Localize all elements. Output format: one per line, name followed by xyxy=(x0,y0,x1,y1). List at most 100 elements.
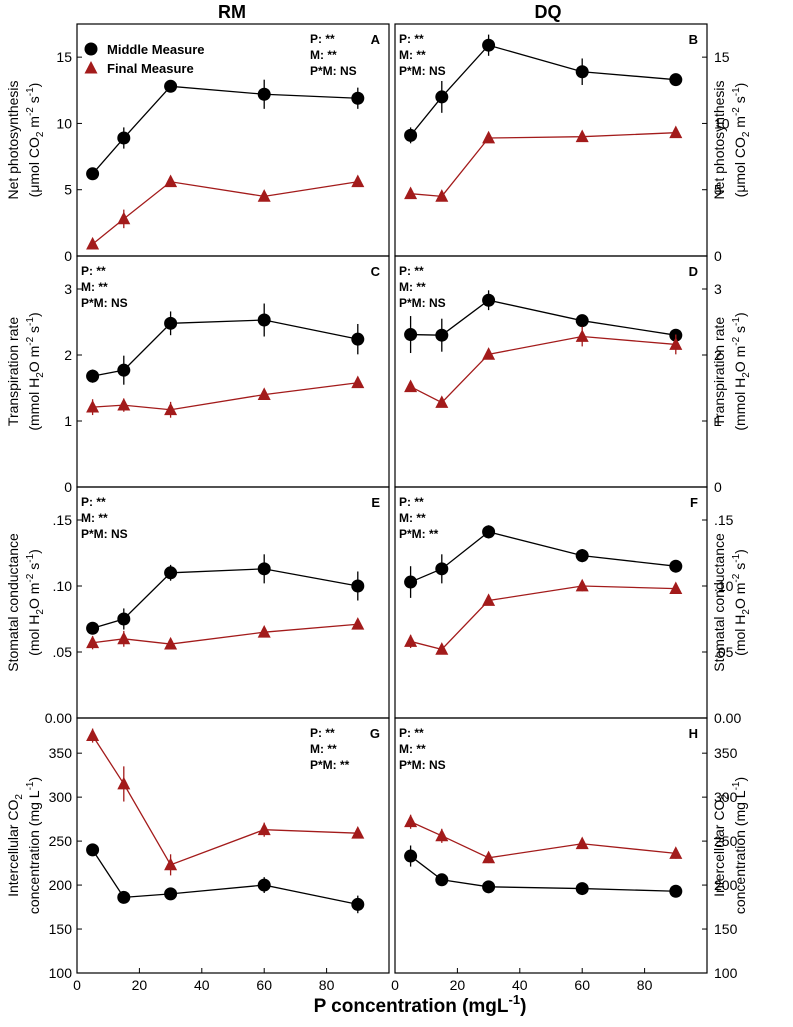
legend-label: Middle Measure xyxy=(107,42,205,57)
panel-frame xyxy=(394,486,708,719)
y-tick-label: 10 xyxy=(56,115,72,131)
series-line xyxy=(92,623,358,645)
x-tick-label: 40 xyxy=(512,977,528,993)
data-point-middle xyxy=(117,890,131,904)
data-point-final xyxy=(435,828,449,842)
data-point-middle xyxy=(117,612,131,626)
data-point-final xyxy=(482,593,496,606)
panel-h: 100 150 200 250 300 350 0 20 40 60 80 H P: ** M: ** P*… xyxy=(391,717,748,993)
stats-line: P*M: NS xyxy=(399,296,446,310)
y-tick-label: 15 xyxy=(714,49,730,65)
series-line xyxy=(410,335,676,404)
panel-c: 0 1 2 3 C P: ** M: ** P*M: NS Transpiration rate… xyxy=(5,255,390,495)
data-point-middle xyxy=(86,167,100,181)
stats-line: M: ** xyxy=(310,742,337,756)
stats-line: P*M: ** xyxy=(399,527,439,541)
y-tick-label: .05 xyxy=(714,644,734,660)
legend-label: Final Measure xyxy=(107,61,194,76)
stats-line: M: ** xyxy=(310,48,337,62)
data-point-final xyxy=(575,129,589,143)
y-axis-title-line2: (mmol H2O m-2 s-1) xyxy=(25,312,46,430)
y-tick-label: 0.00 xyxy=(714,710,741,726)
data-point-middle xyxy=(404,128,418,142)
y-tick-label: 0.00 xyxy=(45,710,72,726)
x-tick-label: 0 xyxy=(73,977,81,993)
stats-line: P: ** xyxy=(310,726,335,740)
y-tick-label: 300 xyxy=(714,789,738,805)
panel-e: 0.00 .05 .10 .15 E P: ** M: ** P*M: NS Stomatal … xyxy=(5,486,390,726)
data-point-middle xyxy=(575,314,589,328)
data-point-middle xyxy=(435,90,449,104)
y-tick-label: 100 xyxy=(49,965,73,981)
data-point-final xyxy=(86,399,100,413)
legend: Middle Measure Final Measure xyxy=(84,42,205,76)
y-axis-title-line2: concentration (mg L-1) xyxy=(731,777,748,914)
x-tick-label: 80 xyxy=(637,977,653,993)
y-tick-label: 200 xyxy=(714,877,738,893)
x-tick-label: 40 xyxy=(194,977,210,993)
y-tick-label: .10 xyxy=(53,578,73,594)
data-point-final xyxy=(482,130,496,144)
data-point-final xyxy=(164,174,178,188)
stats-line: P*M: NS xyxy=(399,758,446,772)
data-point-middle xyxy=(86,369,100,383)
y-tick-label: .15 xyxy=(714,512,734,528)
y-tick-label: 250 xyxy=(49,833,73,849)
x-tick-label: 20 xyxy=(132,977,148,993)
panel-f: 0.00 .05 .10 .15 F P: ** M: ** P*M: ** Stomatal … xyxy=(394,486,752,726)
data-point-final xyxy=(86,635,100,649)
data-point-final xyxy=(351,375,365,389)
stats-line: P: ** xyxy=(310,32,335,46)
data-point-middle xyxy=(351,579,365,593)
series-line xyxy=(410,44,676,136)
y-axis-title-line2: (μmol CO2 m-2 s-1) xyxy=(25,83,46,198)
data-point-final xyxy=(164,857,178,871)
y-axis-title-line2: (mmol H2O m-2 s-1) xyxy=(731,312,752,430)
panel-g: 100 150 200 250 300 350 0 20 40 60 80 G P: ** M: ** P*… xyxy=(5,717,390,993)
y-axis-title-line1: Intercellular CO2 xyxy=(711,794,731,897)
data-point-final xyxy=(117,397,131,411)
y-tick-label: 0 xyxy=(714,479,722,495)
data-point-middle xyxy=(117,363,131,377)
y-axis-title-line1: Transpiration rate xyxy=(711,317,727,426)
y-tick-label: 200 xyxy=(49,877,73,893)
stats-line: P*M: NS xyxy=(399,64,446,78)
data-point-final xyxy=(435,642,449,655)
data-point-middle xyxy=(404,849,418,863)
data-point-final xyxy=(257,189,271,202)
stats-line: M: ** xyxy=(81,511,108,525)
y-tick-label: .10 xyxy=(714,578,734,594)
data-point-final xyxy=(164,402,178,416)
data-point-final xyxy=(575,578,589,592)
stats-line: P: ** xyxy=(399,495,424,509)
y-tick-label: 1 xyxy=(64,413,72,429)
y-tick-label: 5 xyxy=(64,182,72,198)
y-axis-title-line1: Stomatal conductance xyxy=(711,533,727,672)
data-point-middle xyxy=(351,91,365,105)
panel-b: 0 5 10 15 B P: ** M: ** P*M: NS Net photosynthes… xyxy=(394,23,752,264)
y-tick-label: 300 xyxy=(49,789,73,805)
y-tick-label: 3 xyxy=(64,281,72,297)
data-point-middle xyxy=(575,65,589,79)
data-point-middle xyxy=(482,293,496,307)
panel-letter: H xyxy=(689,726,698,741)
data-point-final xyxy=(482,850,496,864)
y-axis-title-line1: Net photosynthesis xyxy=(5,80,21,199)
stats-line: M: ** xyxy=(399,280,426,294)
panel-frame xyxy=(394,255,708,488)
data-point-final xyxy=(669,581,683,595)
y-tick-label: 0 xyxy=(64,248,72,264)
data-point-final xyxy=(575,836,589,850)
y-tick-label: 250 xyxy=(714,833,738,849)
series-line xyxy=(410,821,676,859)
panel-d: 0 1 2 3 D P: ** M: ** P*M: NS Transpiration rate… xyxy=(394,255,752,495)
legend-marker-triangle xyxy=(84,61,98,74)
data-point-final xyxy=(164,636,178,650)
column-title-dq: DQ xyxy=(535,2,562,22)
y-axis-title-line2: (mol H2O m-2 s-1) xyxy=(25,549,46,656)
data-point-middle xyxy=(575,882,589,896)
data-point-final xyxy=(435,395,449,408)
y-axis-title-line1: Transpiration rate xyxy=(5,317,21,426)
data-point-middle xyxy=(404,575,418,589)
data-point-final xyxy=(117,776,131,790)
